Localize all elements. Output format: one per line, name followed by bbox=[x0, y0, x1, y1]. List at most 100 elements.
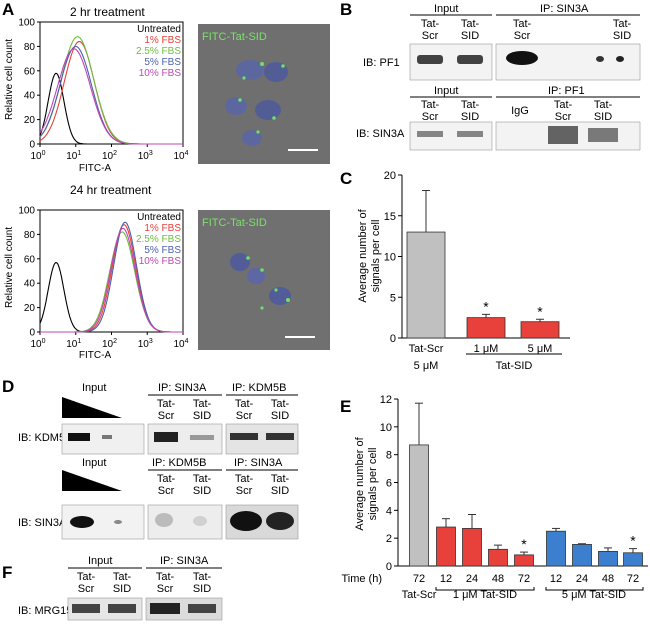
group-label: 1 μM Tat-SID bbox=[453, 589, 517, 601]
lane-label: Tat- bbox=[156, 571, 175, 583]
y-tick-label: 10 bbox=[384, 252, 396, 264]
histogram-24hr-title: 24 hr treatment bbox=[70, 183, 152, 197]
chart-e-ylabel-line1: Average number of bbox=[354, 436, 366, 530]
panel-letter-d: D bbox=[2, 377, 14, 396]
lane-label: Scr bbox=[157, 583, 174, 595]
blot-antibody-label: IB: MRG15 bbox=[18, 605, 72, 617]
legend-entry: 1% FBS bbox=[144, 35, 181, 46]
x-tick-label: 100 bbox=[30, 338, 45, 350]
lane-label: SID bbox=[193, 583, 211, 595]
histogram-24hr-xlabel: FITC-A bbox=[79, 350, 112, 361]
x-tick-label: 24 bbox=[576, 573, 588, 585]
y-tick-label: 12 bbox=[380, 394, 392, 406]
micrograph-24hr-label: FITC-Tat-SID bbox=[202, 217, 267, 229]
blot-header-input: Input bbox=[82, 382, 106, 394]
y-tick-label: 10 bbox=[380, 422, 392, 434]
lane-label: Tat- bbox=[193, 398, 212, 410]
group-label: Tat-Scr bbox=[402, 589, 437, 601]
bar bbox=[406, 231, 446, 339]
blot-header-ip: IP: SIN3A bbox=[234, 457, 283, 469]
x-tick-label: 102 bbox=[102, 150, 117, 162]
histogram-24hr: 24 hr treatment 0 20 40 60 80 100 100 101 102 10… bbox=[4, 183, 189, 361]
y-tick-label: 0 bbox=[386, 561, 392, 573]
western-blot-d-top: Input IP: SIN3A IP: KDM5B Tat-ScrTat-SID… bbox=[18, 382, 299, 455]
blot-header-input: Input bbox=[434, 3, 458, 15]
blot-strip-input bbox=[67, 597, 143, 621]
x-tick-label: 101 bbox=[66, 150, 81, 162]
lane-label: SID bbox=[594, 111, 612, 123]
legend-entry: 10% FBS bbox=[139, 68, 182, 79]
chart-e-time-label: Time (h) bbox=[341, 573, 382, 585]
legend-entry: 2.5% FBS bbox=[136, 234, 181, 245]
blot-header-input: Input bbox=[82, 457, 106, 469]
chart-c-group-label: Tat-SID bbox=[496, 360, 533, 372]
y-tick-label: 0 bbox=[29, 328, 35, 339]
blot-antibody-label: IB: KDM5B bbox=[18, 432, 72, 444]
significance-star: * bbox=[630, 533, 636, 549]
lane-label: Scr bbox=[236, 410, 253, 422]
lane-label: Tat- bbox=[271, 473, 290, 485]
x-tick-label: 72 bbox=[627, 573, 639, 585]
lane-label: Tat- bbox=[421, 99, 440, 111]
micrograph-2hr-label: FITC-Tat-SID bbox=[202, 31, 267, 43]
lane-label: Tat- bbox=[271, 398, 290, 410]
panel-letter-c: C bbox=[340, 169, 352, 188]
legend-entry: 5% FBS bbox=[144, 245, 181, 256]
blot-header-ip: IP: SIN3A bbox=[540, 3, 589, 15]
blot-header-input: Input bbox=[88, 555, 112, 567]
significance-star: * bbox=[537, 303, 543, 319]
chart-e-ylabel-line2: signals per cell bbox=[367, 448, 379, 521]
x-tick-label: 12 bbox=[550, 573, 562, 585]
lane-label: Tat- bbox=[77, 571, 96, 583]
blot-antibody-label: IB: SIN3A bbox=[356, 128, 405, 140]
panel-letter-b: B bbox=[340, 0, 352, 19]
bar bbox=[520, 321, 560, 339]
lane-label: SID bbox=[613, 30, 631, 42]
legend-entry: 2.5% FBS bbox=[136, 46, 181, 57]
lane-label: Tat- bbox=[594, 99, 613, 111]
y-tick-label: 5 bbox=[390, 292, 396, 304]
blot-header-ip: IP: KDM5B bbox=[152, 457, 206, 469]
histogram-curve-10pct bbox=[39, 48, 183, 145]
histogram-2hr: 2 hr treatment 0 20 40 60 80 100 100 101 102 103… bbox=[4, 5, 189, 174]
x-tick-label: 104 bbox=[173, 338, 188, 350]
x-tick-label: 103 bbox=[138, 150, 153, 162]
lane-label: Scr bbox=[158, 410, 175, 422]
lane-label: Scr bbox=[78, 583, 95, 595]
lane-label: Tat- bbox=[193, 571, 212, 583]
chart-c-ylabel-line2: signals per cell bbox=[370, 220, 382, 293]
lane-label: Tat- bbox=[235, 473, 254, 485]
lane-label: Tat- bbox=[113, 571, 132, 583]
bar bbox=[462, 528, 482, 567]
x-tick-label: 48 bbox=[602, 573, 614, 585]
bar bbox=[514, 554, 534, 567]
x-tick-label: 102 bbox=[102, 338, 117, 350]
x-tick-label: Tat-Scr bbox=[409, 343, 444, 355]
scale-bar bbox=[288, 149, 318, 151]
lane-label: Tat- bbox=[421, 18, 440, 30]
micrograph-24hr-image bbox=[198, 210, 330, 350]
x-tick-label: 100 bbox=[30, 150, 45, 162]
blot-header-ip: IP: SIN3A bbox=[160, 555, 209, 567]
western-blot-b-top: Input IP: SIN3A Tat-ScrTat-SIDTat-ScrTat… bbox=[363, 3, 641, 81]
y-tick-label: 6 bbox=[386, 478, 392, 490]
lane-label: SID bbox=[271, 485, 289, 497]
gradient-wedge bbox=[62, 397, 122, 418]
lane-label: Scr bbox=[514, 30, 531, 42]
lane-label: SID bbox=[193, 485, 211, 497]
group-label: 5 μM Tat-SID bbox=[562, 589, 626, 601]
bar bbox=[488, 548, 508, 567]
micrograph-2hr: FITC-Tat-SID bbox=[198, 24, 330, 164]
y-tick-label: 20 bbox=[24, 303, 36, 314]
lane-label: SID bbox=[461, 111, 479, 123]
lane-label: Tat- bbox=[461, 99, 480, 111]
y-tick-label: 4 bbox=[386, 505, 392, 517]
histogram-2hr-title: 2 hr treatment bbox=[70, 5, 145, 19]
histogram-curve-untreated bbox=[39, 262, 183, 333]
bar bbox=[572, 544, 592, 567]
lane-label: Tat- bbox=[193, 473, 212, 485]
western-blot-f: Input IP: SIN3A Tat-ScrTat-SIDTat-ScrTat… bbox=[18, 555, 223, 621]
gradient-wedge bbox=[62, 470, 122, 491]
